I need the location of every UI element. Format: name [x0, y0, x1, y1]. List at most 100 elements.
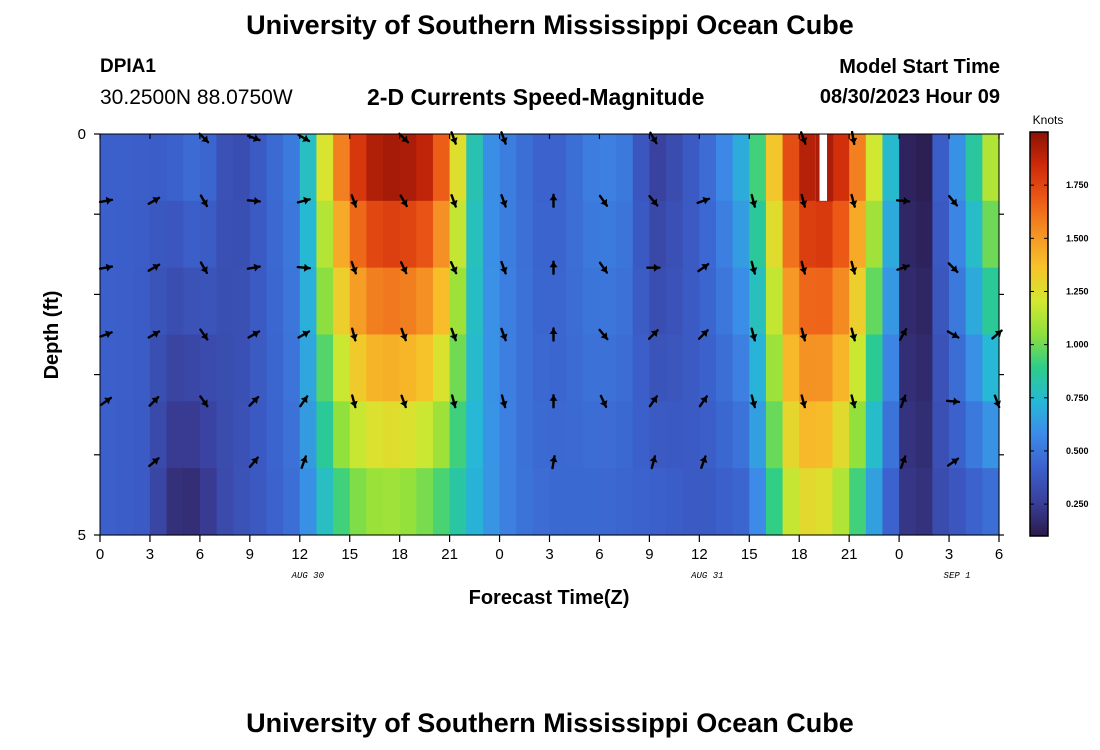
heatmap-cell	[632, 334, 650, 402]
x-tick-label: 12	[691, 546, 708, 563]
heatmap-cell	[116, 200, 134, 269]
heatmap-cell	[216, 200, 234, 269]
heatmap-cell	[765, 134, 784, 202]
heatmap-cell	[599, 401, 617, 469]
current-arrow	[549, 394, 558, 409]
heatmap-cell	[199, 134, 218, 202]
heatmap-cell	[249, 334, 268, 402]
model-start-label: Model Start Time	[839, 56, 1000, 78]
heatmap-cell	[366, 468, 384, 536]
current-arrow	[849, 193, 858, 208]
heatmap-cell	[416, 401, 434, 469]
heatmap-cell	[266, 267, 284, 336]
heatmap-cell	[899, 134, 917, 202]
heatmap-cell	[383, 200, 401, 269]
heatmap-cell	[100, 267, 118, 336]
heatmap-cell	[199, 401, 218, 469]
heatmap-cell	[516, 200, 534, 269]
heatmap-cell	[582, 267, 601, 336]
heatmap-cell	[849, 134, 867, 202]
page-title: University of Southern Mississippi Ocean…	[246, 10, 854, 40]
heatmap-cell	[732, 334, 750, 402]
heatmap-cell	[915, 401, 934, 469]
heatmap-cell	[815, 334, 834, 402]
heatmap-cell	[116, 134, 134, 202]
date-label: AUG 31	[690, 571, 723, 581]
heatmap-cell	[915, 134, 934, 202]
heatmap-cell	[383, 334, 401, 402]
x-tick-label: 18	[791, 546, 808, 563]
heatmap-cell	[965, 334, 983, 402]
current-arrow	[248, 456, 259, 468]
heatmap-cell	[849, 334, 867, 402]
heatmap-cell	[466, 267, 484, 336]
heatmap-cell	[982, 200, 1000, 269]
current-arrow	[500, 260, 508, 275]
current-arrow	[399, 194, 408, 208]
heatmap-cell	[815, 468, 834, 536]
current-arrow	[799, 260, 808, 275]
heatmap-cell	[482, 401, 501, 469]
current-arrow	[647, 329, 659, 340]
heatmap-cell	[682, 401, 700, 469]
heatmap-cell	[799, 134, 817, 202]
heatmap-cell	[599, 267, 617, 336]
current-arrow	[399, 261, 408, 275]
heatmap-cell	[849, 200, 867, 269]
heatmap-cell	[100, 200, 118, 269]
heatmap-cell	[432, 267, 451, 336]
heatmap-cell	[199, 200, 218, 269]
heatmap-cell	[349, 267, 367, 336]
heatmap-cell	[149, 401, 168, 469]
heatmap-cell	[532, 200, 551, 269]
heatmap-cell	[982, 134, 1000, 202]
colorbar-tick-label: 1.000	[1066, 340, 1089, 350]
heatmap-cell	[715, 267, 734, 336]
heatmap-cell	[799, 267, 817, 336]
heatmap-cell	[366, 334, 384, 402]
current-arrow	[946, 330, 960, 339]
heatmap-cell	[749, 334, 767, 402]
heatmap-cell	[100, 468, 118, 536]
heatmap-cell	[832, 267, 850, 336]
colorbar-gradient	[1029, 131, 1049, 537]
heatmap-cell	[616, 401, 634, 469]
heatmap-cell	[166, 267, 184, 336]
heatmap-cell	[782, 334, 800, 402]
current-arrow	[899, 455, 907, 469]
heatmap-cell	[715, 200, 734, 269]
heatmap-cell	[166, 334, 184, 402]
heatmap-cell	[166, 134, 184, 202]
heatmap-cell	[699, 468, 717, 536]
heatmap-cell	[449, 401, 467, 469]
heatmap-cell	[333, 334, 351, 402]
heatmap-cell	[416, 200, 434, 269]
heatmap-cell	[466, 200, 484, 269]
y-tick-label: 5	[78, 527, 86, 544]
heatmap-cell	[965, 401, 983, 469]
heatmap-cell	[982, 267, 1000, 336]
current-arrow	[300, 455, 308, 469]
heatmap-cell	[849, 401, 867, 469]
heatmap-cell	[466, 401, 484, 469]
colorbar-tick-label: 0.750	[1066, 393, 1089, 403]
heatmap-cell	[632, 267, 650, 336]
heatmap-cell	[732, 267, 750, 336]
heatmap-cell	[782, 267, 800, 336]
heatmap-cell	[932, 200, 950, 269]
heatmap-cell	[499, 200, 517, 269]
heatmap-cell	[133, 401, 151, 469]
heatmap-cell	[216, 267, 234, 336]
heatmap-cell	[100, 401, 118, 469]
colorbar-tick-label: 1.750	[1066, 180, 1089, 190]
heatmap-cell	[732, 134, 750, 202]
heatmap-cell	[482, 200, 501, 269]
current-arrow	[991, 329, 1003, 340]
heatmap-cell	[765, 334, 784, 402]
heatmap-cell	[233, 334, 251, 402]
current-arrow	[898, 328, 908, 341]
heatmap-cell	[449, 267, 467, 336]
heatmap-cell	[399, 200, 417, 269]
heatmap-cell	[432, 468, 451, 536]
heatmap-cell	[199, 267, 218, 336]
